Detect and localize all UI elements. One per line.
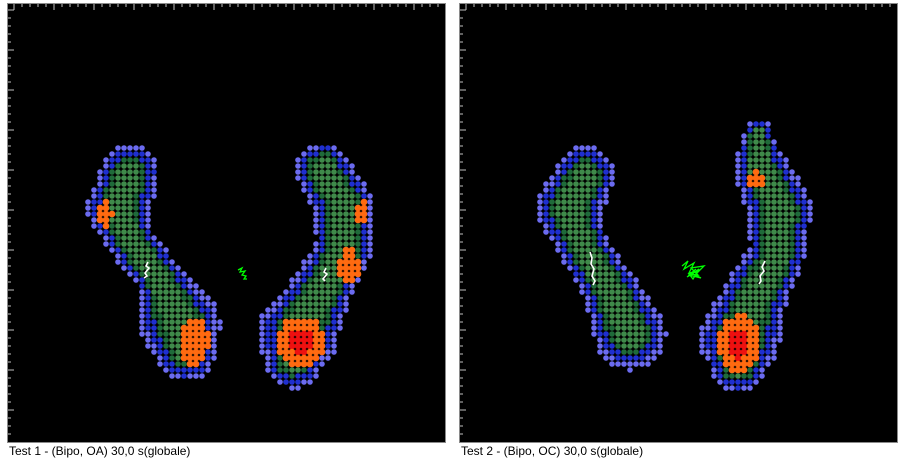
pressure-map-test-2 [460,4,897,442]
pressure-heatmap [85,145,373,391]
test-1-caption: Test 1 - (Bipo, OA) 30,0 s(globale) [9,444,191,458]
left-foot-trace [143,261,151,279]
cop-trace [681,260,706,281]
test-2-caption: Test 2 - (Bipo, OC) 30,0 s(globale) [461,444,644,458]
right-foot-trace [758,260,766,285]
pressure-map-panel-test-2[interactable] [459,3,898,443]
pressure-map-test-1 [8,4,445,442]
left-foot-trace [589,251,596,286]
pressure-heatmap [537,121,813,391]
pressure-map-panel-test-1[interactable] [7,3,446,443]
center-of-pressure-traces [143,261,329,282]
cop-trace [237,266,248,280]
map-background [8,4,445,442]
ruler-ticks [460,4,891,435]
ruler-ticks [8,4,439,435]
center-of-pressure-traces [589,251,766,286]
right-foot-trace [321,267,329,282]
map-background [460,4,897,442]
